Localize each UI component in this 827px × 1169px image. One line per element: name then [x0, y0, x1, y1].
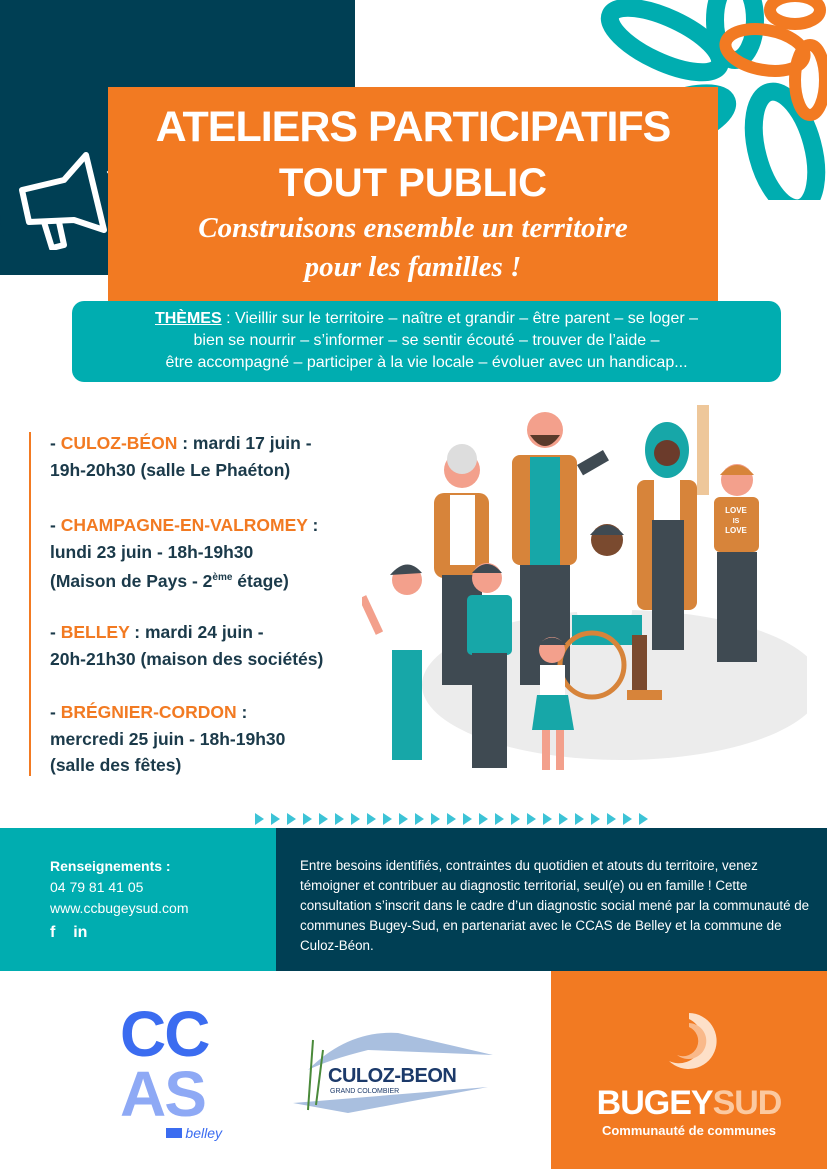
person-girl — [532, 637, 574, 770]
arrow-mark — [479, 813, 488, 825]
description-text: Entre besoins identifiés, contraintes du… — [300, 858, 810, 953]
person-wheelchair — [557, 524, 662, 700]
themes-line3: être accompagné – participer à la vie lo… — [165, 354, 688, 371]
accent-line — [29, 432, 31, 776]
arrow-mark — [271, 813, 280, 825]
person-boy-love-shirt: LOVE IS LOVE — [714, 464, 759, 662]
event-date-time: lundi 23 juin - 18h-19h30 — [50, 541, 254, 562]
event-sep: : — [236, 702, 248, 722]
swirl-icon — [669, 1013, 717, 1069]
arrow-mark — [319, 813, 328, 825]
arrow-mark — [415, 813, 424, 825]
contact-label: Renseignements : — [50, 858, 171, 874]
ccas-logo-text-bottom: AS — [120, 1058, 207, 1130]
themes-line2: bien se nourrir – s’informer – se sentir… — [193, 332, 660, 349]
description-panel: Entre besoins identifiés, contraintes du… — [276, 828, 827, 971]
bugey-logo-sub: Communauté de communes — [601, 1123, 777, 1138]
event-date: : mardi 24 juin - — [129, 622, 264, 642]
person-woman — [362, 564, 424, 760]
shirt-text: IS — [733, 518, 740, 525]
ccas-logo-text-top: CC — [120, 998, 210, 1070]
people-illustration: LOVE IS LOVE — [362, 405, 807, 770]
tagline-line2: pour les familles ! — [304, 251, 522, 283]
themes-box: THÈMES : Vieillir sur le territoire – na… — [72, 301, 781, 382]
event-city: CHAMPAGNE-EN-VALROMEY — [60, 515, 308, 535]
bugeysud-logo: BUGEYSUD Communauté de communes — [551, 971, 827, 1169]
arrow-mark — [447, 813, 456, 825]
shirt-text: LOVE — [725, 506, 747, 515]
event-champagne: - CHAMPAGNE-EN-VALROMEY : lundi 23 juin … — [50, 512, 318, 594]
event-place-b: étage) — [232, 570, 289, 591]
arrow-mark — [255, 813, 264, 825]
title-banner: ATELIERS PARTICIPATIFS TOUT PUBLIC Const… — [108, 87, 718, 301]
arrow-mark — [607, 813, 616, 825]
event-date: : mardi 17 juin - — [177, 433, 312, 453]
culoz-beon-logo: CULOZ-BEON GRAND COLOMBIER — [288, 1025, 493, 1115]
arrow-pattern — [255, 813, 648, 825]
culoz-logo-text: CULOZ-BEON — [328, 1065, 457, 1087]
page-subtitle: TOUT PUBLIC — [278, 161, 548, 205]
arrow-mark — [287, 813, 296, 825]
arrow-mark — [431, 813, 440, 825]
arrow-mark — [575, 813, 584, 825]
event-place-sup: ème — [212, 572, 233, 583]
arrow-mark — [383, 813, 392, 825]
event-sep: : — [307, 515, 319, 535]
arrow-mark — [527, 813, 536, 825]
arrow-mark — [495, 813, 504, 825]
arrow-mark — [399, 813, 408, 825]
event-time-place: 20h-21h30 (maison des sociétés) — [50, 648, 324, 669]
culoz-logo-sub: GRAND COLOMBIER — [330, 1088, 400, 1095]
contact-panel: Renseignements : 04 79 81 41 05 www.ccbu… — [0, 828, 276, 971]
event-culoz: - CULOZ-BÉON : mardi 17 juin - 19h-20h30… — [50, 430, 312, 483]
contact-phone: 04 79 81 41 05 — [50, 879, 144, 895]
arrow-mark — [511, 813, 520, 825]
arrow-mark — [303, 813, 312, 825]
person-hijab-woman — [637, 405, 709, 650]
contact-website[interactable]: www.ccbugeysud.com — [50, 900, 189, 916]
arrow-mark — [639, 813, 648, 825]
page-title: ATELIERS PARTICIPATIFS — [155, 103, 672, 151]
arrow-mark — [335, 813, 344, 825]
event-date-time: mercredi 25 juin - 18h-19h30 — [50, 728, 286, 749]
event-bregnier: - BRÉGNIER-CORDON : mercredi 25 juin - 1… — [50, 699, 285, 779]
ccas-logo-sub: belley — [185, 1125, 222, 1141]
event-city: BELLEY — [60, 622, 130, 642]
tagline-line1: Construisons ensemble un territoire — [198, 212, 628, 244]
arrow-mark — [351, 813, 360, 825]
event-belley: - BELLEY : mardi 24 juin - 20h-21h30 (ma… — [50, 619, 323, 672]
themes-label: THÈMES — [154, 310, 222, 327]
arrow-mark — [591, 813, 600, 825]
linkedin-icon[interactable]: in — [73, 924, 88, 941]
event-place-a: (Maison de Pays - 2 — [50, 570, 213, 591]
arrow-mark — [623, 813, 632, 825]
shirt-text: LOVE — [725, 526, 747, 535]
event-time-place: 19h-20h30 (salle Le Phaéton) — [50, 459, 291, 480]
arrow-mark — [367, 813, 376, 825]
sud-logo-text: SUD — [712, 1084, 783, 1122]
event-city: BRÉGNIER-CORDON — [60, 702, 237, 722]
arrow-mark — [543, 813, 552, 825]
ccas-logo: CC AS belley — [120, 998, 230, 1141]
person-teen — [467, 563, 512, 768]
event-place: (salle des fêtes) — [50, 755, 182, 775]
arrow-mark — [559, 813, 568, 825]
themes-line1: : Vieillir sur le territoire – naître et… — [221, 310, 699, 327]
bugey-logo-text: BUGEY — [596, 1084, 714, 1122]
event-city: CULOZ-BÉON — [60, 433, 178, 453]
event-place: (Maison de Pays - 2ème étage) — [50, 565, 318, 594]
arrow-mark — [463, 813, 472, 825]
facebook-icon[interactable]: f — [50, 924, 56, 941]
